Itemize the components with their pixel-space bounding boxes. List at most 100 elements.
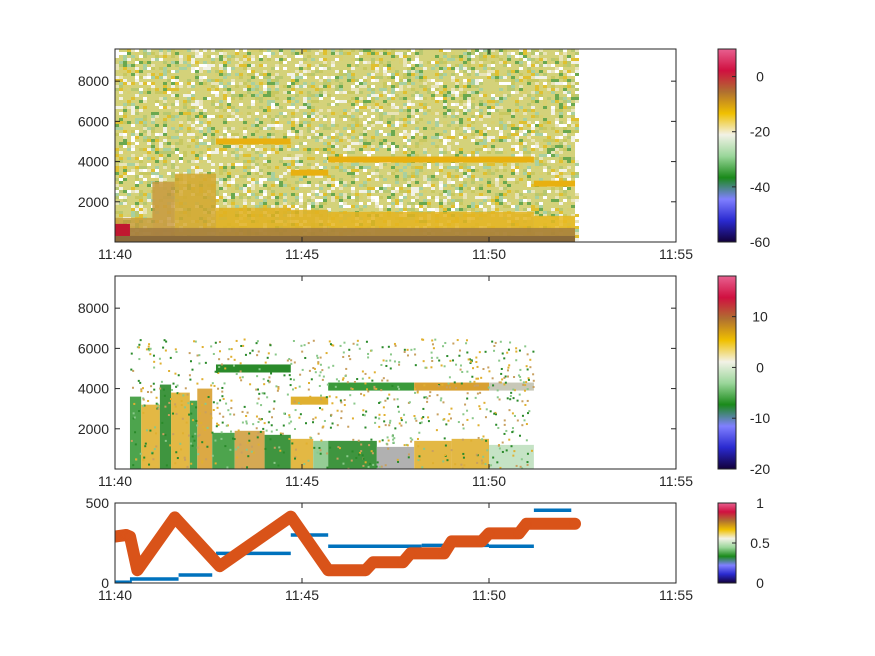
heatmap-1-cell bbox=[295, 76, 299, 79]
heatmap-2-speck bbox=[387, 439, 390, 442]
heatmap-1-cell bbox=[159, 76, 163, 79]
heatmap-1-cell bbox=[563, 70, 567, 73]
heatmap-1-cell bbox=[163, 73, 167, 76]
heatmap-1-cell bbox=[207, 142, 211, 145]
heatmap-1-cell bbox=[371, 61, 375, 64]
heatmap-1-cell bbox=[483, 73, 487, 76]
heatmap-2-speck bbox=[168, 401, 171, 404]
heatmap-1-cell bbox=[227, 88, 231, 91]
heatmap-1-cell bbox=[575, 139, 579, 142]
heatmap-1-cell bbox=[119, 160, 123, 163]
heatmap-1-cell bbox=[507, 121, 511, 124]
heatmap-1-cell bbox=[535, 100, 539, 103]
heatmap-1-cell bbox=[259, 64, 263, 67]
heatmap-1-cell bbox=[323, 79, 327, 82]
heatmap-1-cell bbox=[383, 91, 387, 94]
heatmap-1-cell bbox=[419, 76, 423, 79]
heatmap-1-cell bbox=[471, 103, 475, 106]
heatmap-1-cell bbox=[195, 49, 199, 52]
heatmap-1-cell bbox=[559, 193, 563, 196]
heatmap-2-speck bbox=[156, 407, 159, 410]
heatmap-1-cell bbox=[451, 202, 455, 205]
heatmap-1-cell bbox=[179, 127, 183, 130]
heatmap-1-cell bbox=[335, 166, 339, 169]
heatmap-1-cell bbox=[335, 70, 339, 73]
heatmap-1-cell bbox=[351, 103, 355, 106]
heatmap-1-cell bbox=[503, 82, 507, 85]
heatmap-1-cell bbox=[379, 139, 383, 142]
heatmap-1-cell bbox=[499, 49, 503, 52]
heatmap-1-cell bbox=[495, 100, 499, 103]
heatmap-1-cell bbox=[235, 133, 239, 136]
heatmap-1-cell bbox=[199, 82, 203, 85]
heatmap-1-cell bbox=[519, 163, 523, 166]
heatmap-1-cell bbox=[451, 166, 455, 169]
heatmap-2-speck bbox=[293, 427, 296, 430]
heatmap-1-cell bbox=[391, 142, 395, 145]
heatmap-1-cell bbox=[307, 205, 311, 208]
heatmap-1-cell bbox=[479, 148, 483, 151]
heatmap-1-cell bbox=[427, 184, 431, 187]
heatmap-1-cell bbox=[267, 196, 271, 199]
heatmap-1-cell bbox=[543, 61, 547, 64]
heatmap-1-cell bbox=[167, 79, 171, 82]
heatmap-1-cell bbox=[499, 193, 503, 196]
heatmap-1-cell bbox=[399, 85, 403, 88]
heatmap-2-speck bbox=[240, 379, 243, 382]
heatmap-1-cell bbox=[519, 127, 523, 130]
heatmap-1-cell bbox=[339, 91, 343, 94]
heatmap-1-cell bbox=[527, 124, 531, 127]
heatmap-1-cell bbox=[391, 118, 395, 121]
heatmap-1-cell bbox=[231, 106, 235, 109]
heatmap-2-speck bbox=[225, 364, 228, 367]
heatmap-1-cell bbox=[263, 88, 267, 91]
heatmap-1-cell bbox=[223, 181, 227, 184]
heatmap-1-cell bbox=[263, 85, 267, 88]
heatmap-1-cell bbox=[379, 112, 383, 115]
heatmap-1-cell bbox=[491, 73, 495, 76]
heatmap-1-cell bbox=[467, 58, 471, 61]
heatmap-1-cell bbox=[435, 121, 439, 124]
heatmap-1-cell bbox=[115, 121, 119, 124]
heatmap-1-cell bbox=[559, 208, 563, 211]
heatmap-1-cell bbox=[211, 151, 215, 154]
heatmap-1-cell bbox=[299, 121, 303, 124]
heatmap-1-cell bbox=[375, 202, 379, 205]
heatmap-1-cell bbox=[403, 97, 407, 100]
heatmap-1-cell bbox=[423, 175, 427, 178]
heatmap-1-cell bbox=[543, 127, 547, 130]
heatmap-1-cell bbox=[299, 133, 303, 136]
heatmap-1-cell bbox=[207, 154, 211, 157]
heatmap-1-cell bbox=[163, 88, 167, 91]
heatmap-1-cell bbox=[439, 70, 443, 73]
heatmap-1-cell bbox=[355, 100, 359, 103]
heatmap-2-speck bbox=[529, 358, 532, 361]
heatmap-1-cell bbox=[211, 172, 215, 175]
heatmap-1-cell bbox=[271, 196, 275, 199]
heatmap-1-cell bbox=[415, 70, 419, 73]
heatmap-1-cell bbox=[479, 103, 483, 106]
heatmap-1-cell bbox=[507, 88, 511, 91]
heatmap-1-cell bbox=[187, 121, 191, 124]
heatmap-1-cell bbox=[203, 76, 207, 79]
heatmap-1-cell bbox=[163, 157, 167, 160]
heatmap-1-cell bbox=[475, 187, 479, 190]
heatmap-1-cell bbox=[435, 178, 439, 181]
heatmap-1-cell bbox=[175, 58, 179, 61]
heatmap-1-cell bbox=[439, 112, 443, 115]
heatmap-1-cell bbox=[415, 154, 419, 157]
heatmap-1-cell bbox=[479, 178, 483, 181]
heatmap-1-cell bbox=[351, 205, 355, 208]
heatmap-1-cell bbox=[335, 139, 339, 142]
heatmap-2-speck bbox=[317, 362, 320, 365]
heatmap-1-cell bbox=[239, 82, 243, 85]
heatmap-1-cell bbox=[467, 52, 471, 55]
heatmap-1-cell bbox=[387, 205, 391, 208]
heatmap-1-cell bbox=[559, 166, 563, 169]
heatmap-1-cell bbox=[491, 61, 495, 64]
heatmap-2-speck bbox=[450, 449, 453, 452]
heatmap-1-cell bbox=[167, 64, 171, 67]
heatmap-1-cell bbox=[163, 139, 167, 142]
heatmap-1-cell bbox=[527, 130, 531, 133]
